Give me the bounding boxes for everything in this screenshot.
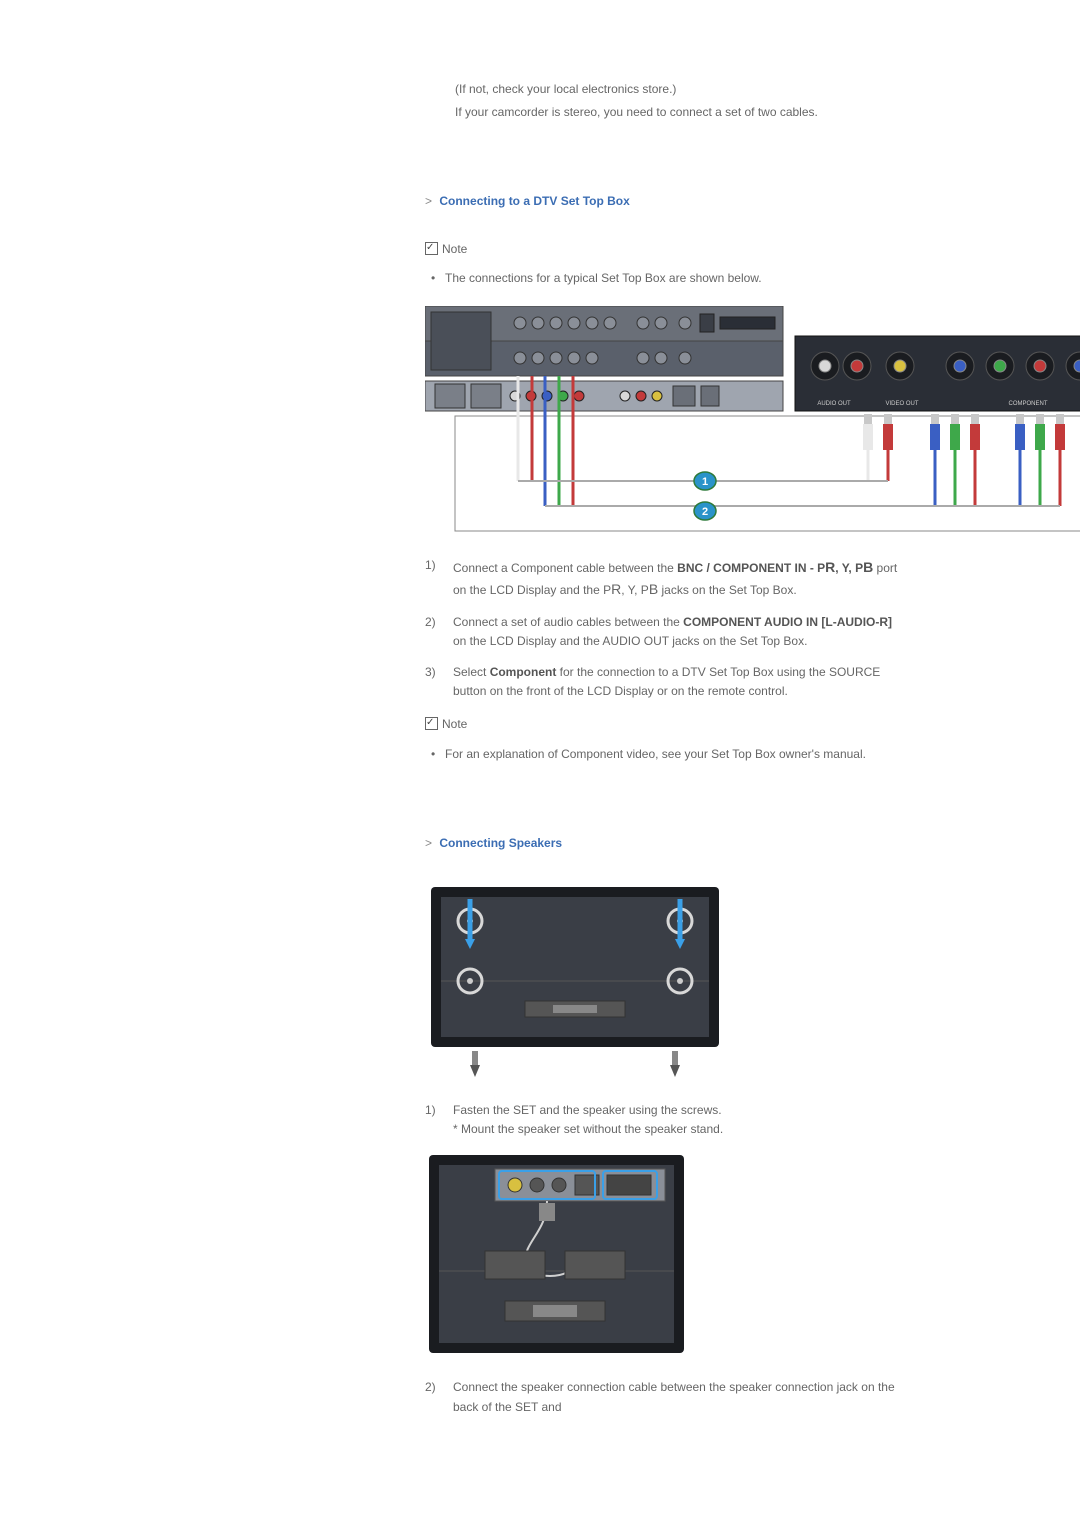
chevron-icon: > (425, 836, 432, 850)
dtv-connection-diagram: AUDIO OUTVIDEO OUTCOMPONENT12 (425, 306, 900, 536)
intro-line-2: If your camcorder is stereo, you need to… (455, 103, 900, 122)
section-heading-speakers: > Connecting Speakers (425, 834, 900, 853)
speaker-diagram-1 (425, 881, 900, 1081)
note-bullet: •The connections for a typical Set Top B… (431, 269, 900, 288)
svg-text:VIDEO OUT: VIDEO OUT (885, 401, 918, 407)
svg-text:COMPONENT: COMPONENT (1009, 401, 1048, 407)
step-3: 3) Select Component for the connection t… (425, 663, 900, 701)
svg-text:1: 1 (702, 476, 708, 488)
note-label-2: Note (425, 715, 900, 734)
checkbox-icon (425, 717, 438, 730)
chevron-icon: > (425, 194, 432, 208)
intro-line-1: (If not, check your local electronics st… (455, 80, 900, 99)
note-label: Note (425, 240, 900, 259)
checkbox-icon (425, 242, 438, 255)
note-bullet-2: •For an explanation of Component video, … (431, 745, 900, 764)
step-2: 2) Connect a set of audio cables between… (425, 613, 900, 651)
speaker-step-2: 2) Connect the speaker connection cable … (425, 1378, 900, 1416)
section-heading-dtv: > Connecting to a DTV Set Top Box (425, 192, 900, 211)
svg-text:AUDIO OUT: AUDIO OUT (817, 401, 851, 407)
speaker-diagram-2 (425, 1151, 900, 1358)
speaker-step-1: 1) Fasten the SET and the speaker using … (425, 1101, 900, 1139)
svg-text:2: 2 (702, 506, 708, 518)
step-1: 1) Connect a Component cable between the… (425, 556, 900, 601)
